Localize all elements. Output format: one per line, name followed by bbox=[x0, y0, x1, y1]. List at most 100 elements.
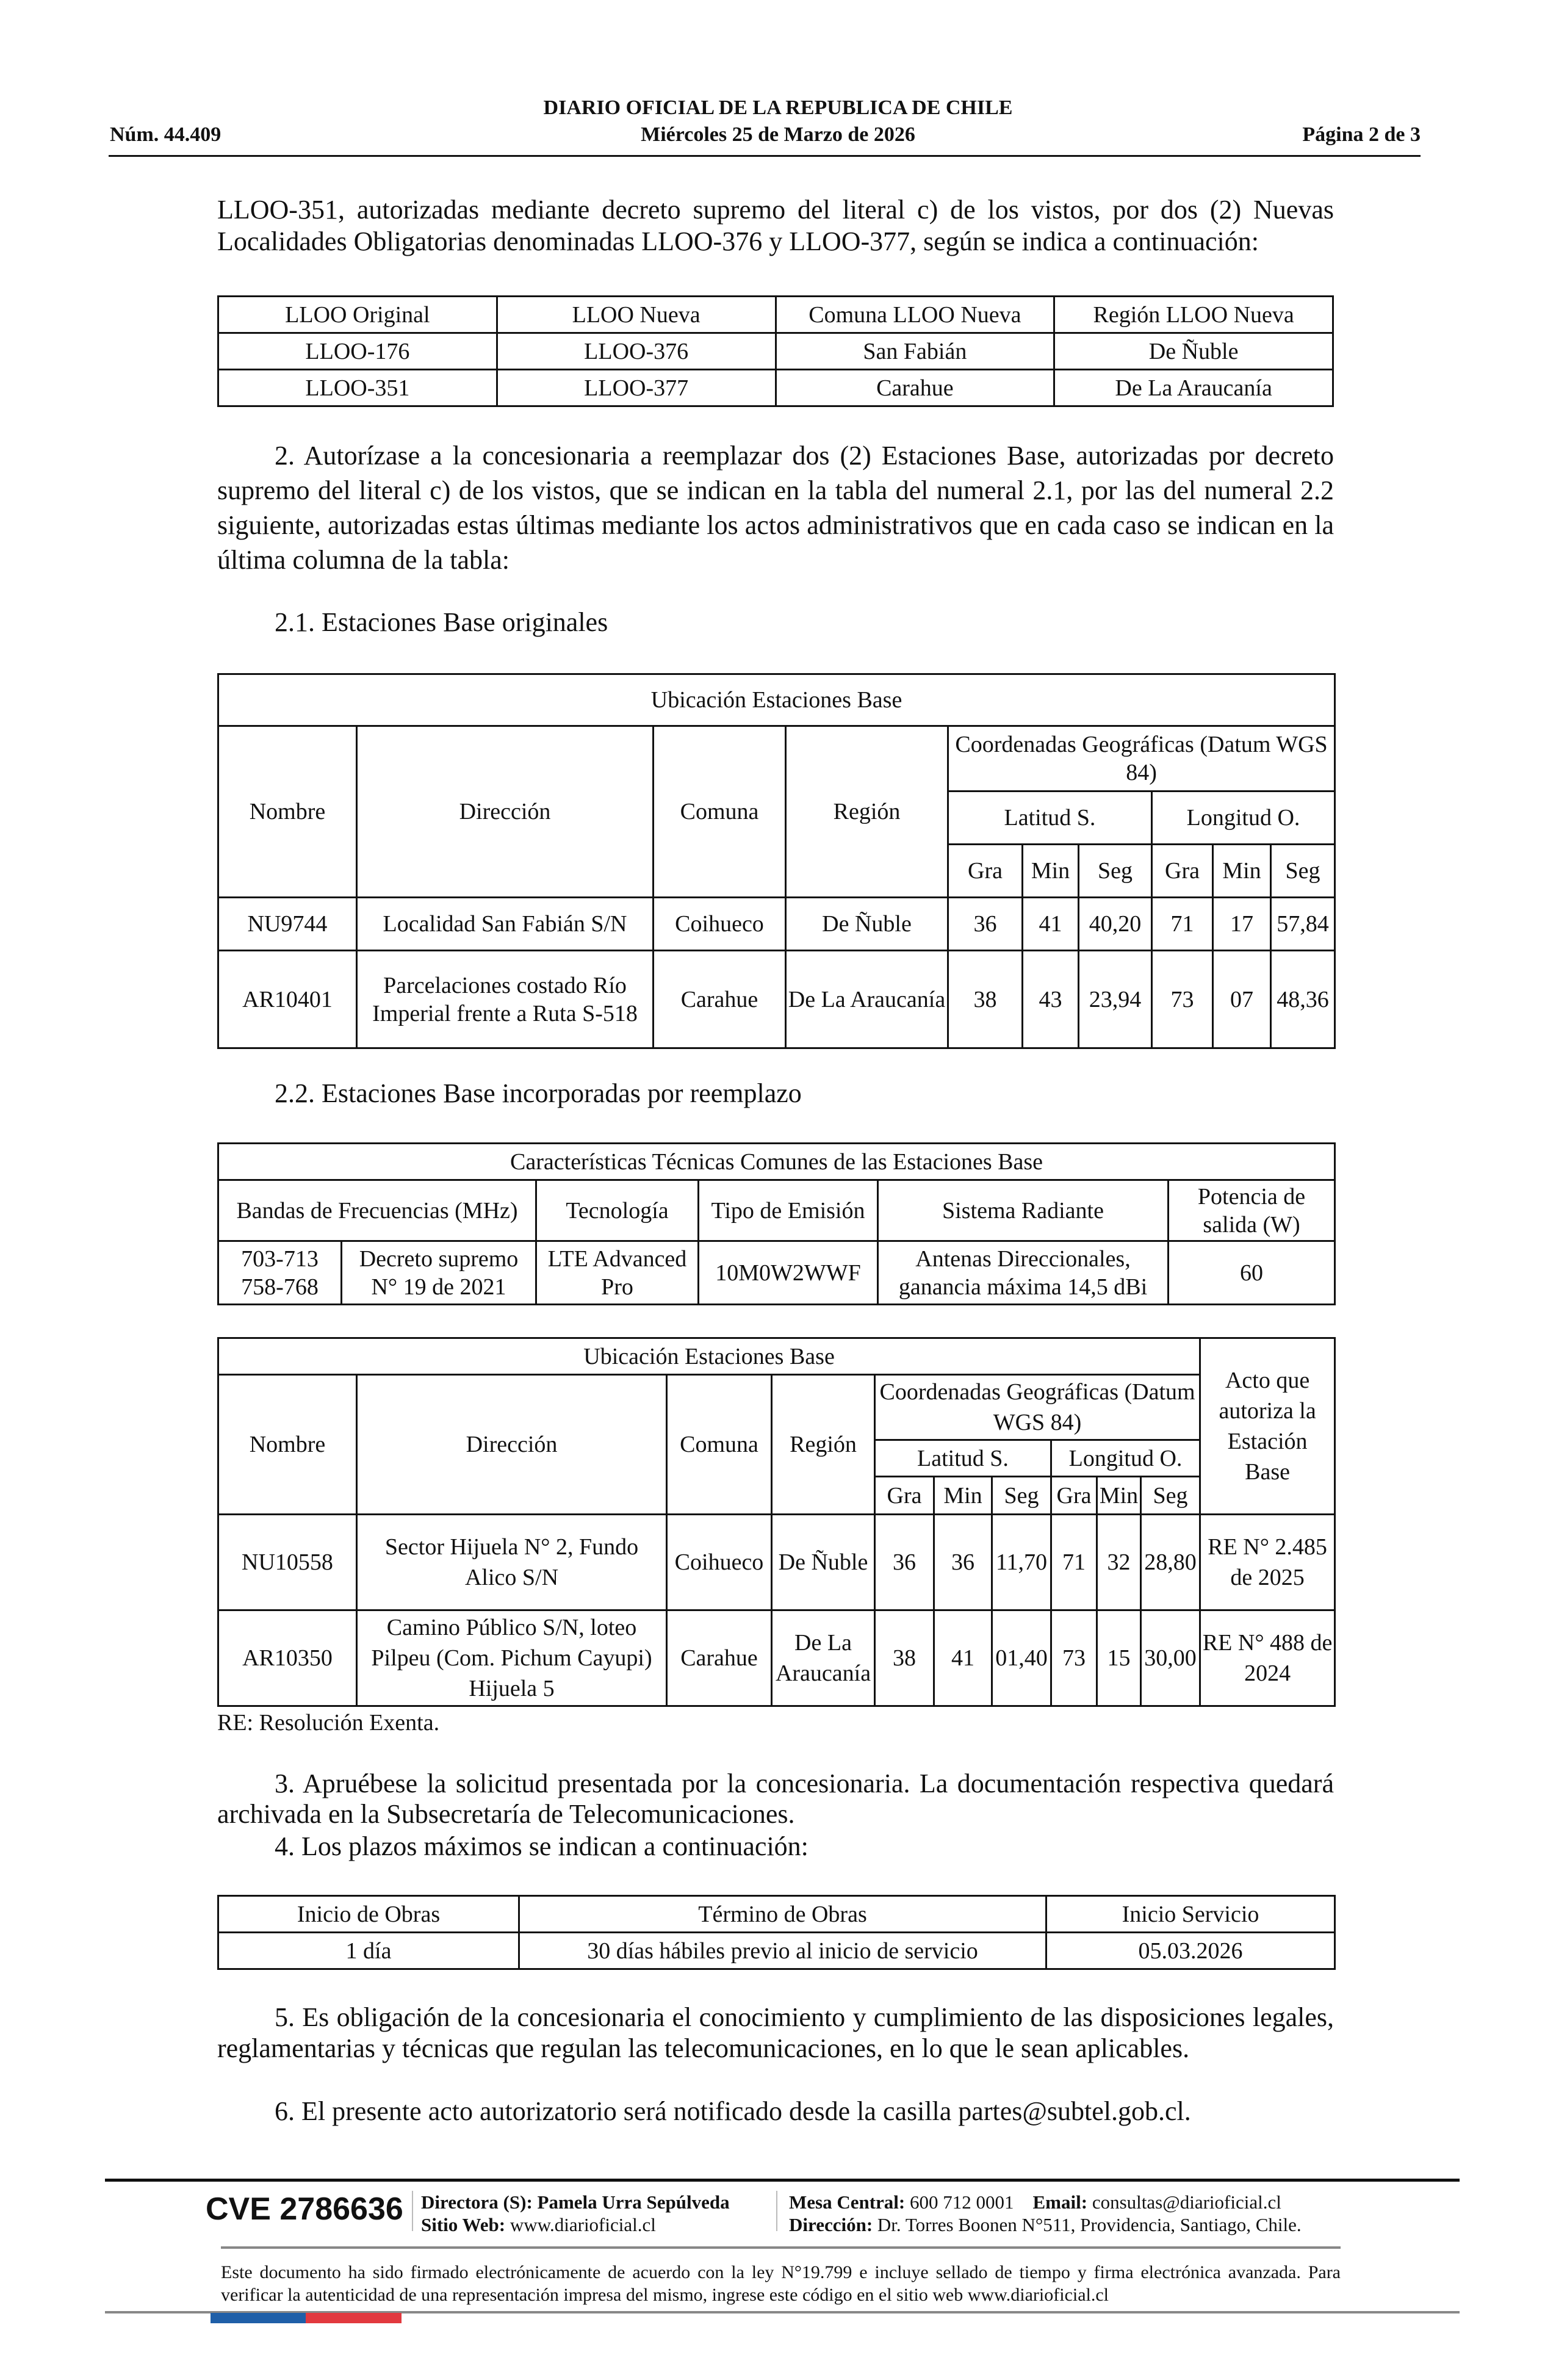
cell: San Fabián bbox=[774, 332, 1056, 370]
cell: 30 días hábiles previo al inicio de serv… bbox=[518, 1931, 1047, 1970]
header-cell: Inicio Servicio bbox=[1045, 1895, 1336, 1933]
cell: 40,20 bbox=[1078, 896, 1153, 951]
cell: 10M0W2WWF bbox=[697, 1240, 879, 1305]
website-link[interactable]: www.diarioficial.cl bbox=[510, 2214, 656, 2235]
footer-divider bbox=[412, 2191, 413, 2231]
table-title: Ubicación Estaciones Base bbox=[217, 673, 1336, 727]
header-cell: Nombre bbox=[217, 1374, 358, 1515]
cell: 38 bbox=[874, 1609, 935, 1707]
header-cell: Min bbox=[1021, 843, 1079, 898]
cell: De Ñuble bbox=[771, 1513, 876, 1611]
cell: Carahue bbox=[652, 950, 787, 1049]
header-cell: Min bbox=[1212, 843, 1272, 898]
web-label: Sitio Web: bbox=[421, 2214, 506, 2235]
table-row: NU9744 Localidad San Fabián S/N Coihueco De… bbox=[217, 896, 1336, 951]
cell: RE N° 2.485 de 2025 bbox=[1199, 1513, 1336, 1611]
cell: 703-713 758-768 bbox=[217, 1240, 342, 1305]
cell: NU9744 bbox=[217, 896, 358, 951]
table-row: NU10558 Sector Hijuela N° 2, Fundo Alico … bbox=[217, 1513, 1336, 1611]
cell: LTE Advanced Pro bbox=[535, 1240, 699, 1305]
table-title: Características Técnicas Comunes de las … bbox=[217, 1142, 1336, 1181]
cell: Sector Hijuela N° 2, Fundo Alico S/N bbox=[356, 1513, 668, 1611]
header-cell: Tipo de Emisión bbox=[697, 1179, 879, 1242]
header-cell: Seg bbox=[991, 1476, 1052, 1515]
cell: Localidad San Fabián S/N bbox=[356, 896, 654, 951]
cell: De Ñuble bbox=[1053, 332, 1334, 370]
header-cell: Longitud O. bbox=[1150, 790, 1336, 845]
issue-date: Miércoles 25 de Marzo de 2026 bbox=[641, 123, 915, 146]
cell: 1 día bbox=[217, 1931, 520, 1970]
cell: 41 bbox=[1021, 896, 1079, 951]
cell: Antenas Direccionales, ganancia máxima 1… bbox=[877, 1240, 1169, 1305]
header-cell: Min bbox=[933, 1476, 993, 1515]
cell: 07 bbox=[1212, 950, 1272, 1049]
paragraph-1: LLOO-351, autorizadas mediante decreto s… bbox=[217, 195, 1334, 256]
header-cell: Bandas de Frecuencias (MHz) bbox=[217, 1179, 537, 1242]
header-cell: Región bbox=[785, 725, 949, 898]
header-cell: Coordenadas Geográficas (Datum WGS 84) bbox=[873, 1374, 1201, 1441]
header-cell: Gra bbox=[874, 1476, 935, 1515]
table-row: LLOO-351 LLOO-377 Carahue De La Araucanía bbox=[217, 369, 1334, 407]
page-number: Página 2 de 3 bbox=[1302, 123, 1421, 146]
header-cell: Acto que autoriza la Estación Base bbox=[1199, 1337, 1336, 1515]
cell: 05.03.2026 bbox=[1045, 1931, 1336, 1970]
section-2-1-heading: 2.1. Estaciones Base originales bbox=[275, 607, 608, 637]
cell: 17 bbox=[1212, 896, 1272, 951]
lloo-table: LLOO Original LLOO Nueva Comuna LLOO Nueva… bbox=[217, 295, 1334, 407]
header-cell: Dirección bbox=[356, 725, 654, 898]
table-row: 1 día 30 días hábiles previo al inicio de… bbox=[217, 1931, 1336, 1970]
header-cell: Seg bbox=[1078, 843, 1153, 898]
cell: De La Araucanía bbox=[1053, 369, 1334, 407]
cell: RE N° 488 de 2024 bbox=[1199, 1609, 1336, 1707]
mesa-label: Mesa Central: bbox=[789, 2191, 906, 2213]
email-link[interactable]: consultas@diarioficial.cl bbox=[1092, 2191, 1281, 2213]
cell: NU10558 bbox=[217, 1513, 358, 1611]
cell: 73 bbox=[1050, 1609, 1098, 1707]
cell: 73 bbox=[1151, 950, 1214, 1049]
re-note: RE: Resolución Exenta. bbox=[217, 1710, 440, 1736]
table-title: Ubicación Estaciones Base bbox=[217, 1337, 1201, 1376]
cell: AR10350 bbox=[217, 1609, 358, 1707]
header-cell: Tecnología bbox=[535, 1179, 699, 1242]
header-cell: Sistema Radiante bbox=[877, 1179, 1169, 1242]
original-stations-table: Ubicación Estaciones Base Nombre Direcció… bbox=[217, 673, 1336, 1049]
address-label: Dirección: bbox=[789, 2214, 873, 2235]
header-cell: Comuna bbox=[652, 725, 787, 898]
flag-blue-bar bbox=[211, 2313, 306, 2323]
disclaimer: Este documento ha sido firmado electróni… bbox=[221, 2262, 1341, 2305]
cell: 30,00 bbox=[1139, 1609, 1201, 1707]
directora-name: Pamela Urra Sepúlveda bbox=[537, 2191, 730, 2213]
header-cell: LLOO Nueva bbox=[495, 295, 777, 334]
cell: 28,80 bbox=[1139, 1513, 1201, 1611]
cell: 23,94 bbox=[1078, 950, 1153, 1049]
header-cell: Gra bbox=[1050, 1476, 1098, 1515]
footer-divider bbox=[776, 2191, 777, 2231]
header-cell: Comuna bbox=[666, 1374, 773, 1515]
header-cell: Región LLOO Nueva bbox=[1053, 295, 1334, 334]
header-cell: Latitud S. bbox=[874, 1439, 1052, 1477]
header-cell: Latitud S. bbox=[947, 790, 1153, 845]
footer-rule bbox=[105, 2179, 1460, 2182]
header-cell: Nombre bbox=[217, 725, 358, 898]
header-cell: Inicio de Obras bbox=[217, 1895, 520, 1933]
cell: 43 bbox=[1021, 950, 1079, 1049]
cell: De Ñuble bbox=[785, 896, 949, 951]
address: Dr. Torres Boonen N°511, Providencia, Sa… bbox=[877, 2214, 1302, 2235]
header-cell: Término de Obras bbox=[518, 1895, 1047, 1933]
header-cell: Gra bbox=[947, 843, 1023, 898]
header-rule bbox=[109, 155, 1421, 157]
cell: 71 bbox=[1050, 1513, 1098, 1611]
cell: 60 bbox=[1167, 1240, 1336, 1305]
cell: 36 bbox=[874, 1513, 935, 1611]
cell: Parcelaciones costado Río Imperial frent… bbox=[356, 950, 654, 1049]
table-row: AR10401 Parcelaciones costado Río Imperia… bbox=[217, 950, 1336, 1049]
cell: Decreto supremo N° 19 de 2021 bbox=[340, 1240, 537, 1305]
cell: Carahue bbox=[666, 1609, 773, 1707]
cell: Carahue bbox=[774, 369, 1056, 407]
cell: 38 bbox=[947, 950, 1023, 1049]
cell: 41 bbox=[933, 1609, 993, 1707]
journal-title: DIARIO OFICIAL DE LA REPUBLICA DE CHILE bbox=[543, 96, 1013, 119]
cell: LLOO-376 bbox=[495, 332, 777, 370]
cell: Camino Público S/N, loteo Pilpeu (Com. P… bbox=[356, 1609, 668, 1707]
cell: 36 bbox=[947, 896, 1023, 951]
